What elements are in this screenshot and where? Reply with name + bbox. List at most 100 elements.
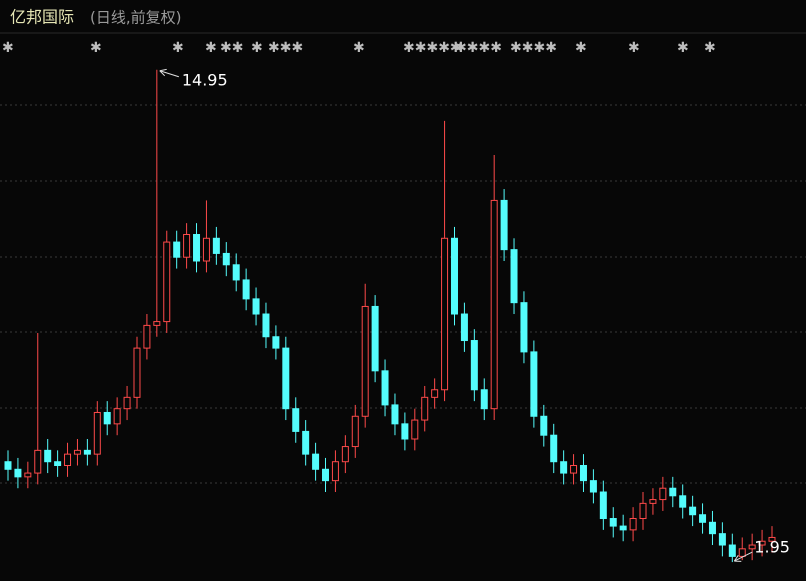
candle-body — [212, 237, 220, 254]
candle-body — [768, 536, 776, 542]
candle-body — [83, 449, 91, 455]
candle-body — [202, 237, 210, 262]
candle-body — [272, 336, 280, 349]
annotation-arrow — [734, 551, 753, 562]
candle-body — [331, 461, 339, 482]
event-marker: ✱ — [2, 40, 14, 56]
candle-body — [232, 264, 240, 281]
candle-body — [133, 347, 141, 398]
event-marker: ✱ — [704, 40, 716, 56]
candle-body — [619, 525, 627, 531]
candle-body — [589, 480, 597, 493]
candle-body — [183, 233, 191, 258]
candle-body — [34, 449, 42, 474]
candle-body — [401, 423, 409, 440]
event-marker: ✱✱✱✱ — [455, 40, 502, 56]
candle-body — [460, 313, 468, 342]
event-marker: ✱ — [172, 40, 184, 56]
candle-body — [500, 199, 508, 251]
candle-body — [193, 233, 201, 262]
candle-body — [530, 351, 538, 417]
candle-body — [490, 199, 498, 410]
candle-body — [93, 411, 101, 455]
grid — [0, 104, 806, 484]
event-marker: ✱ — [90, 40, 102, 56]
candle-body — [699, 514, 707, 523]
candle-body — [550, 434, 558, 463]
candle-body — [599, 491, 607, 520]
candle-body — [679, 495, 687, 508]
event-marker: ✱ — [251, 40, 263, 56]
candle-body — [441, 237, 449, 391]
candle-body — [450, 237, 458, 315]
candle-body — [113, 408, 121, 425]
candle-body — [391, 404, 399, 425]
candle-body — [64, 453, 72, 466]
candle-body — [312, 453, 320, 470]
candle-body — [510, 249, 518, 304]
candle-body — [282, 347, 290, 410]
chart-subtitle: (日线,前复权) — [90, 9, 181, 27]
annotation-arrow — [159, 70, 179, 78]
high-annotation: 14.95 — [182, 70, 228, 89]
chart-title: 亿邦国际 — [10, 8, 74, 27]
candle-body — [173, 241, 181, 258]
candle-body — [609, 518, 617, 527]
candle-body — [728, 544, 736, 557]
candle-body — [302, 430, 310, 455]
candle-body — [659, 487, 667, 501]
candle-body — [252, 298, 260, 315]
candle-body — [758, 540, 766, 546]
candle-body — [649, 499, 657, 504]
candle-body — [560, 461, 568, 474]
annotation-arrow — [159, 70, 166, 77]
candle-body — [123, 396, 131, 410]
candle-body — [14, 468, 22, 478]
candle-body — [322, 468, 330, 482]
candle-body — [470, 340, 478, 391]
event-marker: ✱ — [628, 40, 640, 56]
candle-body — [639, 502, 647, 520]
event-marker: ✱ — [353, 40, 365, 56]
candle-body — [718, 533, 726, 546]
event-markers: ✱ ✱ ✱ ✱ ✱✱ ✱ ✱✱✱ ✱ ✱✱✱✱✱ ✱✱✱✱ ✱✱✱✱ ✱ ✱ ✱… — [2, 40, 716, 56]
candle-body — [341, 446, 349, 463]
candle-body — [480, 389, 488, 410]
candle-body — [4, 461, 12, 470]
event-marker: ✱ — [575, 40, 587, 56]
event-marker: ✱✱ — [220, 40, 243, 56]
candle-body — [708, 521, 716, 535]
candle-body — [292, 408, 300, 432]
candle-body — [669, 487, 677, 497]
event-marker: ✱✱✱✱✱ — [403, 40, 462, 56]
candle-body — [738, 548, 746, 557]
candle-body — [103, 411, 111, 425]
candle-body — [540, 415, 548, 436]
candle-body — [748, 544, 756, 550]
candle-body — [24, 472, 32, 478]
event-marker: ✱ — [677, 40, 689, 56]
candle-body — [570, 464, 578, 474]
candle-body — [520, 302, 528, 353]
candle-body — [44, 449, 52, 463]
candle-body — [361, 305, 369, 417]
candle-body — [381, 370, 389, 406]
event-marker: ✱ — [205, 40, 217, 56]
event-marker: ✱✱✱ — [268, 40, 303, 56]
candle-body — [143, 324, 151, 349]
candle-body — [579, 464, 587, 482]
candle-body — [411, 419, 419, 440]
candle-body — [54, 461, 62, 466]
candle-body — [222, 252, 230, 266]
candle-body — [689, 506, 697, 516]
candle-body — [421, 396, 429, 421]
candle-body — [242, 279, 250, 300]
candle-body — [629, 518, 637, 531]
candle-body — [163, 241, 171, 323]
candle-body — [371, 305, 379, 372]
low-annotation: 1.95 — [754, 538, 790, 557]
annotation-arrow — [159, 68, 167, 72]
